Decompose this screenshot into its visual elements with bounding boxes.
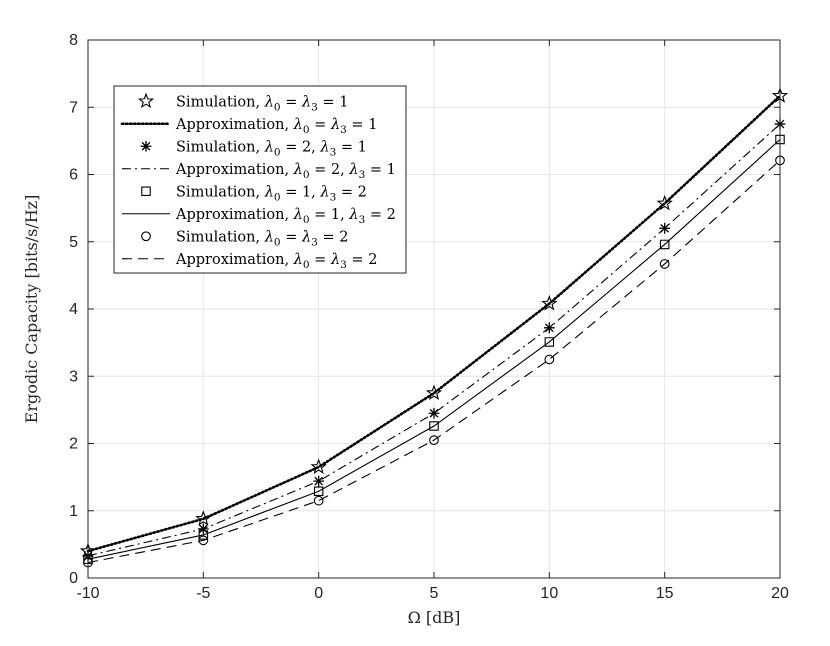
x-tick-label: 10 xyxy=(540,585,558,602)
x-axis-label: Ω [dB] xyxy=(408,608,461,627)
series-layer xyxy=(79,87,789,568)
data-point-star xyxy=(541,295,558,311)
legend-entry-label: Simulation, λ0 = 1, λ3 = 2 xyxy=(176,184,367,203)
legend-marker-sample xyxy=(140,140,152,152)
series-line xyxy=(86,94,782,553)
x-tick-label: 20 xyxy=(771,585,789,602)
y-tick-label: 8 xyxy=(69,32,78,49)
y-tick-label: 4 xyxy=(69,301,78,318)
x-tick-label: 5 xyxy=(430,585,439,602)
x-tick-label: 0 xyxy=(314,585,323,602)
data-point-square xyxy=(659,239,670,250)
series-line xyxy=(87,159,781,564)
data-point-asterisk xyxy=(313,475,325,487)
legend-entry-label: Simulation, λ0 = 2, λ3 = 1 xyxy=(176,139,367,158)
data-point-circle xyxy=(429,435,439,446)
y-tick-label: 6 xyxy=(69,167,78,184)
data-point-square xyxy=(429,421,439,431)
data-point-star xyxy=(425,384,443,401)
axis-ticks xyxy=(87,39,781,579)
legend-entry-label: Approximation, λ0 = 2, λ3 = 1 xyxy=(175,162,396,181)
y-tick-label: 7 xyxy=(69,99,78,116)
legend-marker-sample xyxy=(137,92,155,109)
x-tick-label: -10 xyxy=(76,585,99,602)
y-tick-label: 0 xyxy=(69,570,78,587)
data-point-square xyxy=(775,134,785,145)
data-point-star xyxy=(656,194,673,211)
y-tick-label: 2 xyxy=(69,436,78,453)
legend-box xyxy=(113,85,407,274)
legend-marker-sample xyxy=(141,186,151,196)
series-line xyxy=(87,123,781,557)
tick-labels: -10 -5 0 5 10 15 20 0 1 2 3 4 5 6 7 8 xyxy=(69,32,789,602)
x-tick-label: 15 xyxy=(656,585,674,602)
legend: Simulation, λ0 = λ3 = 1 Approximation, λ0… xyxy=(113,85,407,274)
y-axis-label: Ergodic Capacity [bits/s/Hz] xyxy=(22,195,41,424)
legend-entry-label: Approximation, λ0 = λ3 = 1 xyxy=(175,117,377,136)
legend-entry-label: Approximation, λ0 = 1, λ3 = 2 xyxy=(175,207,396,226)
series-5 xyxy=(87,139,781,560)
series-1 xyxy=(86,94,782,553)
y-tick-label: 5 xyxy=(69,234,78,251)
data-point-circle xyxy=(198,535,209,546)
y-tick-label: 1 xyxy=(69,503,78,520)
series-3 xyxy=(87,123,781,557)
legend-entry-label: Simulation, λ0 = λ3 = 1 xyxy=(176,94,348,113)
series-line xyxy=(87,139,781,560)
data-point-asterisk xyxy=(428,407,440,419)
legend-entry-label: Approximation, λ0 = λ3 = 2 xyxy=(175,252,377,271)
data-point-circle xyxy=(659,259,670,269)
legend-entry-label: Simulation, λ0 = λ3 = 2 xyxy=(176,229,348,248)
data-point-square xyxy=(544,337,555,347)
data-point-circle xyxy=(313,495,324,506)
series-7 xyxy=(87,159,781,564)
legend-marker-sample xyxy=(141,231,151,242)
x-tick-label: -5 xyxy=(196,585,210,602)
data-point-circle xyxy=(544,354,555,365)
y-tick-label: 3 xyxy=(69,368,78,385)
